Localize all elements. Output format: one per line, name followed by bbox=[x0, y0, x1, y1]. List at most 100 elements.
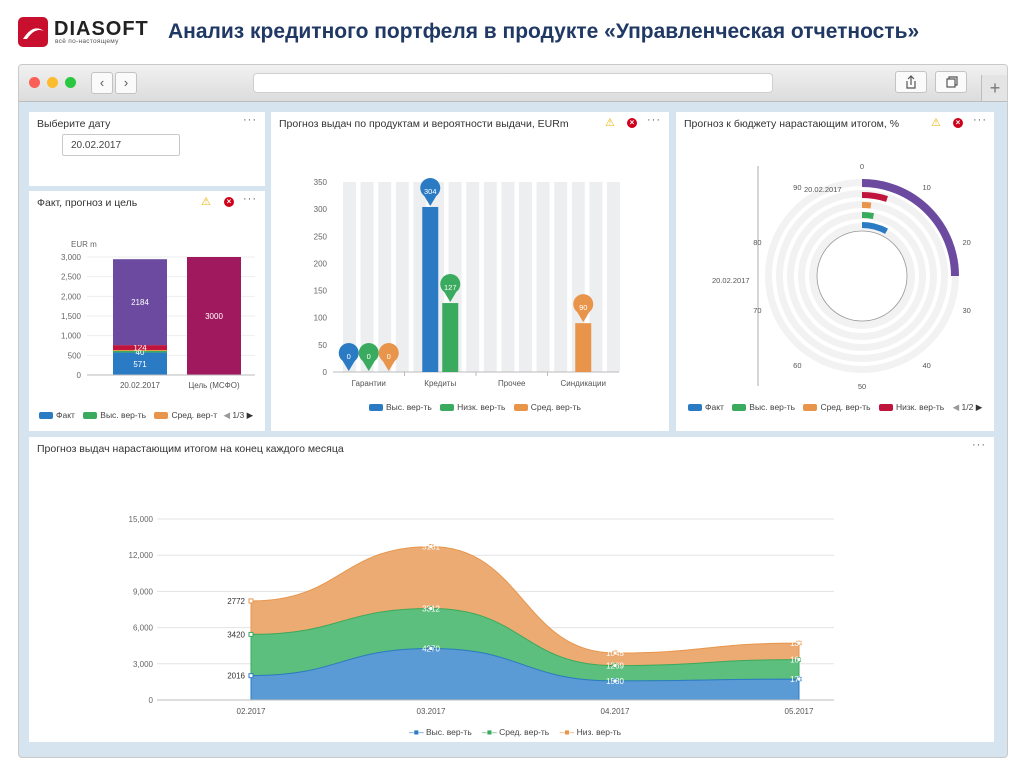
legend-prev-icon[interactable]: ◀ bbox=[952, 402, 960, 412]
y-tick-label: 300 bbox=[314, 205, 328, 214]
legend-label[interactable]: Сред. вер-ть bbox=[530, 402, 581, 412]
radial-tick-label: 30 bbox=[962, 306, 970, 315]
legend-label[interactable]: Выс. вер-ть bbox=[425, 727, 472, 737]
data-marker bbox=[612, 663, 618, 669]
legend-label[interactable]: Низк. вер-ть bbox=[895, 402, 945, 412]
y-tick-label: 1,000 bbox=[61, 332, 82, 341]
background-stripe bbox=[589, 182, 603, 372]
warning-icon[interactable]: ⚠ bbox=[201, 196, 211, 208]
radial-bar bbox=[861, 179, 959, 277]
data-label: 571 bbox=[133, 360, 147, 369]
legend-label[interactable]: Выс. вер-ть bbox=[386, 402, 432, 412]
legend-label[interactable]: Выс. вер-ть bbox=[749, 402, 796, 412]
background-stripe bbox=[378, 182, 392, 372]
legend-swatch bbox=[369, 404, 383, 412]
cumulative-panel-menu-icon[interactable]: ··· bbox=[972, 439, 986, 451]
y-tick-label: 0 bbox=[149, 696, 154, 705]
maximize-window-button[interactable] bbox=[65, 77, 76, 88]
radial-tick-label: 40 bbox=[922, 361, 930, 370]
legend-marker: –■– bbox=[559, 727, 575, 737]
x-tick-label: 02.2017 bbox=[237, 707, 266, 716]
legend-next-icon[interactable]: ▶ bbox=[975, 402, 983, 412]
forward-button[interactable]: › bbox=[115, 72, 137, 94]
page-title: Анализ кредитного портфеля в продукте «У… bbox=[168, 20, 920, 43]
tabs-icon bbox=[946, 76, 958, 88]
cumulative-panel-title: Прогноз выдач нарастающим итогом на коне… bbox=[37, 443, 344, 455]
background-stripe bbox=[360, 182, 374, 372]
data-label: 3000 bbox=[205, 312, 223, 321]
radial-ring-track bbox=[772, 186, 952, 366]
fact-panel-menu-icon[interactable]: ··· bbox=[243, 193, 257, 205]
data-label: 0 bbox=[347, 352, 351, 361]
new-tab-button[interactable]: + bbox=[981, 75, 1007, 101]
close-window-button[interactable] bbox=[29, 77, 40, 88]
error-icon[interactable]: × bbox=[627, 118, 637, 128]
value-pin bbox=[378, 343, 399, 371]
share-button[interactable] bbox=[895, 71, 927, 93]
legend-marker: –■– bbox=[409, 727, 424, 737]
background-stripe bbox=[536, 182, 550, 372]
data-label: 4270 bbox=[422, 644, 440, 653]
bar bbox=[442, 303, 459, 372]
data-marker bbox=[428, 645, 434, 651]
data-label: 2016 bbox=[227, 672, 245, 681]
y-tick-label: 9,000 bbox=[133, 587, 154, 596]
legend-label[interactable]: Факт bbox=[705, 402, 724, 412]
error-icon[interactable]: × bbox=[953, 118, 963, 128]
data-label: 1580 bbox=[606, 677, 624, 686]
forecast-panel-menu-icon[interactable]: ··· bbox=[647, 114, 661, 126]
x-tick-label: Прочее bbox=[498, 379, 526, 388]
error-icon[interactable]: × bbox=[224, 197, 234, 207]
date-input[interactable]: 20.02.2017 bbox=[62, 134, 180, 156]
legend-label[interactable]: Низк. вер-ть bbox=[457, 402, 506, 412]
data-marker bbox=[796, 657, 802, 663]
data-label: 0 bbox=[367, 352, 371, 361]
radial-tick-label: 0 bbox=[860, 162, 864, 171]
x-tick-label: Цель (МСФО) bbox=[188, 381, 240, 390]
y-tick-label: 2,000 bbox=[61, 292, 82, 301]
legend-label[interactable]: Сред. вер-т bbox=[171, 410, 218, 420]
budget-panel-menu-icon[interactable]: ··· bbox=[973, 114, 987, 126]
bar-segment bbox=[113, 349, 167, 351]
legend-label[interactable]: Выс. вер-ть bbox=[100, 410, 147, 420]
legend-label[interactable]: Сред. вер-ть bbox=[499, 727, 550, 737]
address-bar[interactable] bbox=[253, 73, 773, 93]
value-pin bbox=[420, 177, 441, 206]
radial-ring-track bbox=[783, 197, 941, 355]
back-button[interactable]: ‹ bbox=[91, 72, 113, 94]
y-tick-label: 200 bbox=[314, 259, 328, 268]
y-tick-label: 100 bbox=[314, 314, 328, 323]
minimize-window-button[interactable] bbox=[47, 77, 58, 88]
warning-icon[interactable]: ⚠ bbox=[605, 117, 615, 129]
data-label: 40 bbox=[136, 348, 145, 357]
data-marker bbox=[612, 678, 618, 684]
data-marker bbox=[428, 544, 434, 550]
warning-icon[interactable]: ⚠ bbox=[931, 117, 941, 129]
date-panel-menu-icon[interactable]: ··· bbox=[243, 114, 257, 126]
y-tick-label: 3,000 bbox=[61, 253, 82, 262]
forecast-panel: Прогноз выдач по продуктам и вероятности… bbox=[271, 112, 669, 431]
bar-segment bbox=[113, 352, 167, 375]
radial-center bbox=[816, 230, 908, 322]
bar bbox=[422, 206, 439, 372]
data-marker bbox=[248, 631, 254, 637]
browser-toolbar: ‹ › + bbox=[19, 65, 1007, 102]
fact-unit-label: EUR m bbox=[71, 240, 97, 249]
y-tick-label: 15,000 bbox=[129, 515, 154, 524]
radial-bar bbox=[861, 192, 888, 202]
share-icon bbox=[906, 75, 916, 89]
legend-label[interactable]: Факт bbox=[56, 410, 75, 420]
legend-swatch bbox=[39, 412, 53, 420]
data-label: 2772 bbox=[227, 597, 245, 606]
tabs-overview-button[interactable] bbox=[935, 71, 967, 93]
legend-label[interactable]: Сред. вер-ть bbox=[820, 402, 871, 412]
y-tick-label: 1,500 bbox=[61, 312, 82, 321]
legend-label[interactable]: Низ. вер-ть bbox=[576, 727, 622, 737]
legend-next-icon[interactable]: ▶ bbox=[246, 410, 254, 420]
background-stripe bbox=[466, 182, 480, 372]
date-panel: Выберите дату ··· 20.02.2017 bbox=[29, 112, 265, 186]
radial-tick-label: 50 bbox=[858, 382, 866, 391]
legend-prev-icon[interactable]: ◀ bbox=[223, 410, 231, 420]
radial-bar bbox=[861, 202, 872, 209]
data-marker bbox=[248, 673, 254, 679]
